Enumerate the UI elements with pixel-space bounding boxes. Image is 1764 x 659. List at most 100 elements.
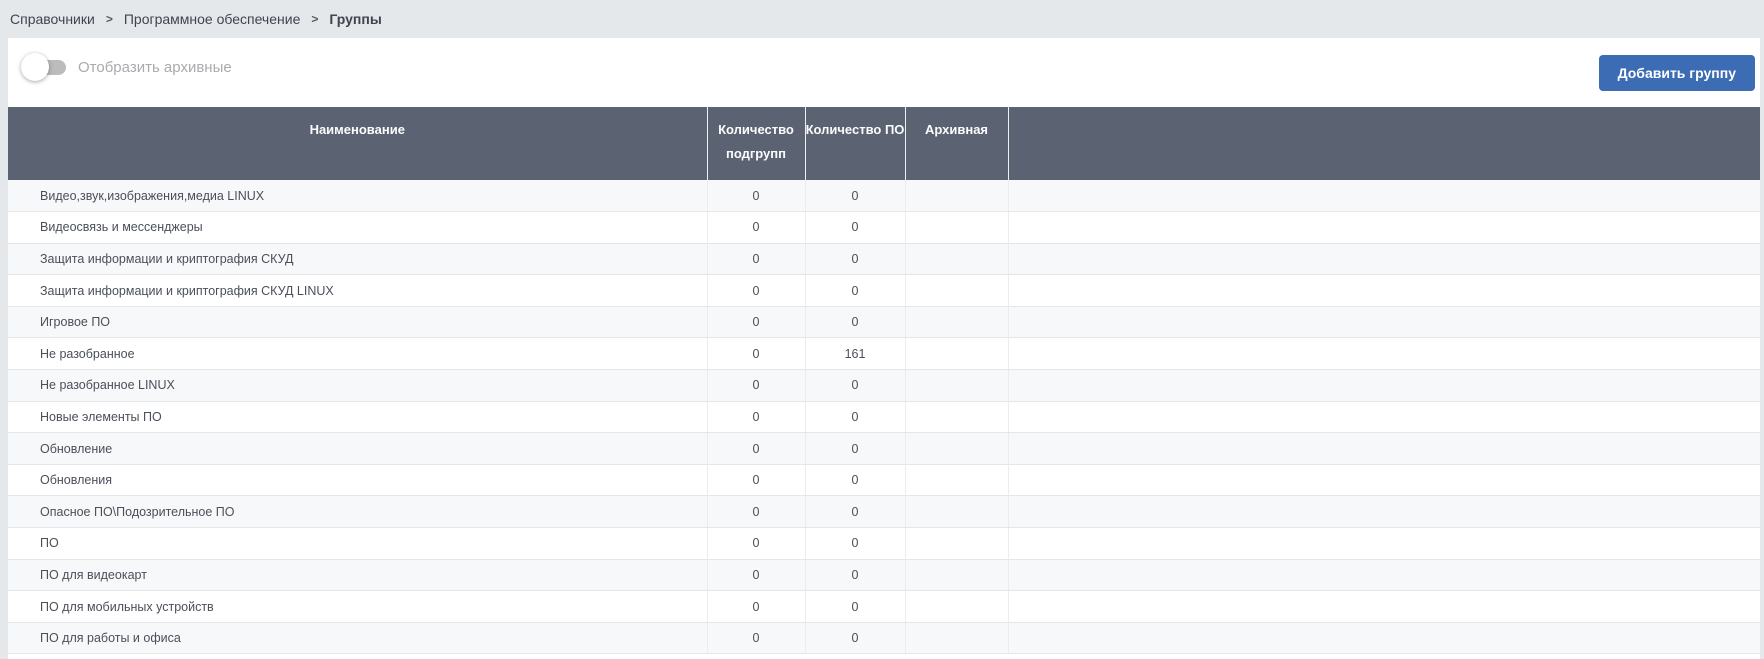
- group-name-cell: ПО: [8, 527, 707, 560]
- empty-cell: [1007, 306, 1760, 339]
- archived-cell: [904, 337, 1008, 371]
- subgroup-count-cell: 0: [706, 495, 805, 529]
- column-header-software-count: Количество ПО: [804, 107, 905, 180]
- archived-cell: [904, 369, 1008, 402]
- add-group-button[interactable]: Добавить группу: [1598, 55, 1755, 91]
- group-name-cell: Защита информации и криптография СКУД: [8, 243, 707, 276]
- table-row[interactable]: Не разобранное LINUX 0 0: [8, 369, 1760, 402]
- empty-cell: [1007, 432, 1760, 465]
- software-count-cell: 0: [804, 401, 905, 434]
- column-header-name: Наименование: [8, 107, 707, 180]
- subgroup-count-cell: 0: [706, 337, 805, 371]
- show-archived-toggle[interactable]: [21, 53, 66, 81]
- empty-cell: [1007, 401, 1760, 434]
- empty-cell: [1007, 590, 1760, 623]
- empty-cell: [1007, 337, 1760, 371]
- subgroup-count-cell: 0: [706, 590, 805, 623]
- empty-cell: [1007, 369, 1760, 402]
- table-row[interactable]: Видеосвязь и мессенджеры 0 0: [8, 211, 1760, 244]
- empty-cell: [1007, 243, 1760, 276]
- subgroup-count-cell: 0: [706, 211, 805, 244]
- group-name-cell: Новые элементы ПО: [8, 401, 707, 434]
- archived-cell: [904, 274, 1008, 307]
- archived-cell: [904, 495, 1008, 529]
- breadcrumb-item-groups: Группы: [329, 11, 382, 27]
- group-name-cell: ПО для работы и офиса: [8, 622, 707, 655]
- archived-cell: [904, 401, 1008, 434]
- empty-cell: [1007, 180, 1760, 213]
- breadcrumb-item-software[interactable]: Программное обеспечение: [123, 11, 301, 27]
- group-name-cell: Не разобранное LINUX: [8, 369, 707, 402]
- table-row[interactable]: ПО для работы и офиса 0 0: [8, 622, 1760, 655]
- archived-cell: [904, 211, 1008, 244]
- software-count-cell: 0: [804, 464, 905, 497]
- group-name-cell: Видеосвязь и мессенджеры: [8, 211, 707, 244]
- software-count-cell: 0: [804, 211, 905, 244]
- subgroup-count-cell: 0: [706, 464, 805, 497]
- subgroup-count-cell: 0: [706, 432, 805, 465]
- archived-cell: [904, 243, 1008, 276]
- table-header: Наименование Количество подгрупп Количес…: [8, 107, 1760, 180]
- software-count-cell: 0: [804, 590, 905, 623]
- subgroup-count-cell: 0: [706, 369, 805, 402]
- group-name-cell: ПО для мобильных устройств: [8, 590, 707, 623]
- archived-cell: [904, 180, 1008, 213]
- group-name-cell: Обновление: [8, 432, 707, 465]
- archived-cell: [904, 306, 1008, 339]
- archived-cell: [904, 590, 1008, 623]
- chevron-right-icon: >: [105, 12, 113, 26]
- empty-cell: [1007, 464, 1760, 497]
- table-row[interactable]: Новые элементы ПО 0 0: [8, 401, 1760, 434]
- group-name-cell: Не разобранное: [8, 337, 707, 371]
- show-archived-label: Отобразить архивные: [78, 59, 232, 76]
- empty-cell: [1007, 527, 1760, 560]
- table-row[interactable]: Защита информации и криптография СКУД 0 …: [8, 243, 1760, 276]
- empty-cell: [1007, 274, 1760, 307]
- software-count-cell: 0: [804, 369, 905, 402]
- subgroup-count-cell: 0: [706, 274, 805, 307]
- software-count-cell: 0: [804, 274, 905, 307]
- table-body: Видео,звук,изображения,медиа LINUX 0 0 В…: [8, 180, 1760, 655]
- software-count-cell: 0: [804, 622, 905, 655]
- table-row[interactable]: Не разобранное 0 161: [8, 337, 1760, 371]
- column-header-archived: Архивная: [904, 107, 1008, 180]
- archived-cell: [904, 622, 1008, 655]
- group-name-cell: Опасное ПО\Подозрительное ПО: [8, 495, 707, 529]
- breadcrumb-item-directories[interactable]: Справочники: [10, 11, 95, 27]
- software-count-cell: 0: [804, 306, 905, 339]
- toolbar: Отобразить архивные Добавить группу: [8, 38, 1760, 107]
- subgroup-count-cell: 0: [706, 243, 805, 276]
- table-row[interactable]: Обновление 0 0: [8, 432, 1760, 465]
- table-row[interactable]: ПО для видеокарт 0 0: [8, 559, 1760, 592]
- subgroup-count-cell: 0: [706, 180, 805, 213]
- breadcrumb: Справочники > Программное обеспечение > …: [0, 0, 1764, 38]
- empty-cell: [1007, 622, 1760, 655]
- group-name-cell: Обновления: [8, 464, 707, 497]
- group-name-cell: Игровое ПО: [8, 306, 707, 339]
- content-card: Отобразить архивные Добавить группу Наим…: [8, 38, 1760, 659]
- archived-cell: [904, 432, 1008, 465]
- archived-cell: [904, 527, 1008, 560]
- table-row[interactable]: Обновления 0 0: [8, 464, 1760, 497]
- table-row[interactable]: Игровое ПО 0 0: [8, 306, 1760, 339]
- chevron-right-icon: >: [311, 12, 319, 26]
- group-name-cell: Видео,звук,изображения,медиа LINUX: [8, 180, 707, 213]
- software-count-cell: 0: [804, 180, 905, 213]
- table-row[interactable]: ПО для мобильных устройств 0 0: [8, 590, 1760, 623]
- group-name-cell: ПО для видеокарт: [8, 559, 707, 592]
- software-count-cell: 0: [804, 495, 905, 529]
- software-count-cell: 161: [804, 337, 905, 371]
- table-row[interactable]: ПО 0 0: [8, 527, 1760, 560]
- table-row[interactable]: Видео,звук,изображения,медиа LINUX 0 0: [8, 180, 1760, 213]
- software-count-cell: 0: [804, 243, 905, 276]
- archived-cell: [904, 559, 1008, 592]
- table-row[interactable]: Защита информации и криптография СКУД LI…: [8, 274, 1760, 307]
- toggle-knob-icon: [21, 53, 49, 81]
- subgroup-count-cell: 0: [706, 622, 805, 655]
- table-row[interactable]: Опасное ПО\Подозрительное ПО 0 0: [8, 495, 1760, 529]
- software-count-cell: 0: [804, 559, 905, 592]
- software-count-cell: 0: [804, 432, 905, 465]
- subgroup-count-cell: 0: [706, 306, 805, 339]
- empty-cell: [1007, 495, 1760, 529]
- software-count-cell: 0: [804, 527, 905, 560]
